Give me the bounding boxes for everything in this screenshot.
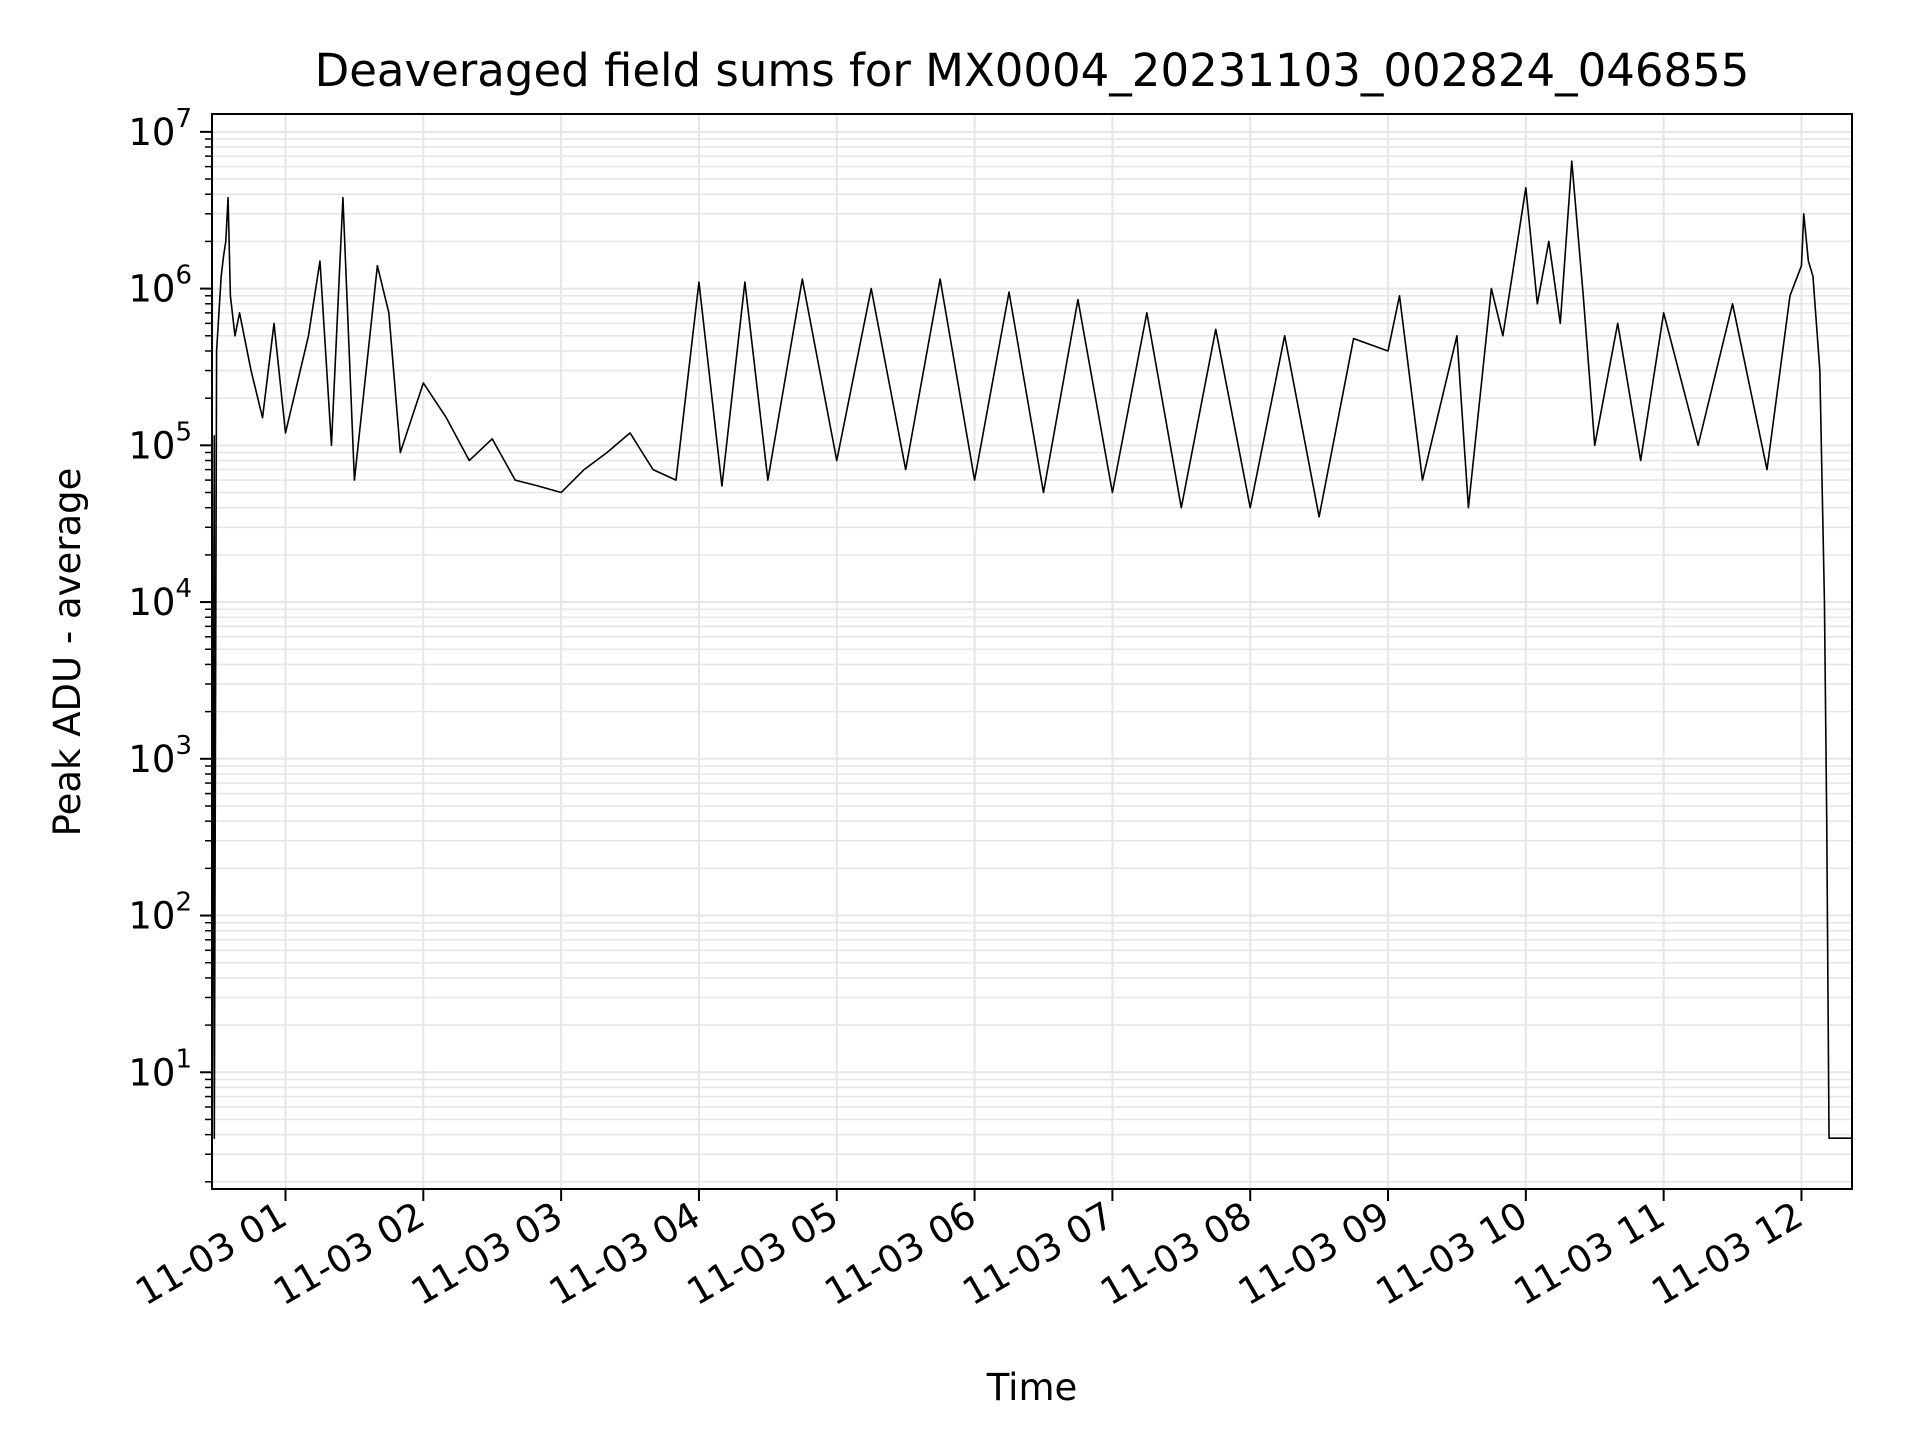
chart-title: Deaveraged field sums for MX0004_2023110… [315,44,1750,97]
y-tick-base: 10 [128,1051,175,1094]
y-tick-exponent: 3 [175,731,192,761]
y-tick-label: 105 [128,417,192,467]
data-line-group [211,160,1852,1182]
y-tick-label: 101 [128,1044,192,1094]
y-tick-base: 10 [128,268,175,311]
y-tick-exponent: 7 [175,104,192,134]
y-axis-label: Peak ADU - average [46,468,89,837]
y-tick-label: 104 [128,574,192,624]
y-tick-base: 10 [128,738,175,781]
y-tick-exponent: 4 [175,574,192,604]
y-tick-exponent: 6 [175,261,192,291]
y-tick-exponent: 1 [175,1044,192,1074]
y-tick-label: 106 [128,261,192,311]
y-tick-base: 10 [128,424,175,467]
series-line [211,160,1852,1182]
y-tick-label: 107 [128,104,192,154]
y-tick-exponent: 2 [175,888,192,918]
y-tick-base: 10 [128,895,175,938]
y-tick-label: 102 [128,888,192,938]
grid [212,114,1852,1189]
y-tick-exponent: 5 [175,417,192,447]
x-axis-label: Time [986,1366,1078,1409]
y-tick-base: 10 [128,581,175,624]
y-tick-base: 10 [128,111,175,154]
y-tick-label: 103 [128,731,192,781]
plot-frame [211,113,1853,1190]
